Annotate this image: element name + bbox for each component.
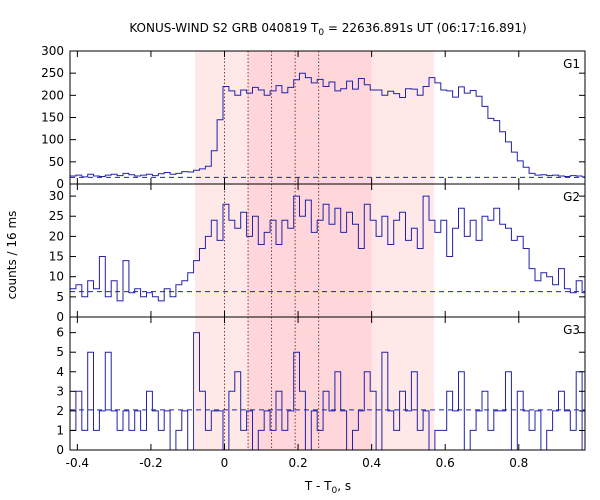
y-tick-label: 50 [49,155,64,169]
y-tick-label: 25 [49,209,64,223]
panel-label-g1: G1 [563,57,580,71]
y-tick-label: 15 [49,250,64,264]
x-tick-label: 0.6 [436,456,455,470]
histogram-series-g3 [70,332,585,451]
y-tick-label: 150 [41,111,64,125]
panels: 0 50 100 150 200 250 300 G1 0 5 10 15 20 25 30 G2 0 1 2 3 4 5… [41,44,586,457]
panel-label-g3: G3 [563,323,580,337]
y-tick-label: 20 [49,229,64,243]
y-tick-label: 0 [56,310,64,324]
panel-frame [69,316,586,451]
interval-markers [224,51,320,450]
histogram-series-g2 [70,195,585,302]
histogram-series-g1 [70,72,585,178]
y-tick-label: 0 [56,177,64,191]
shaded-intervals [195,51,435,450]
y-tick-label: 4 [56,365,64,379]
y-tick-label: 0 [56,443,64,457]
y-tick-label: 5 [56,290,64,304]
plot-frame: -0.4 -0.2 0 0.2 0.4 0.6 0.8 [66,456,529,470]
y-tick-label: 250 [41,66,64,80]
x-tick-label: 0 [221,456,229,470]
x-tick-label: -0.4 [66,456,89,470]
x-tick-label: 0.8 [509,456,528,470]
x-tick-label: -0.2 [139,456,162,470]
y-tick-label: 100 [41,133,64,147]
x-tick-label: 0.4 [362,456,381,470]
x-tick-label: 0.2 [289,456,308,470]
y-tick-label: 200 [41,88,64,102]
y-tick-label: 2 [56,404,64,418]
y-tick-label: 300 [41,44,64,58]
panel-g3: 0 1 2 3 4 5 6 G3 [56,316,586,457]
y-tick-label: 30 [49,189,64,203]
shaded-region-dark [248,51,372,450]
y-tick-label: 5 [56,345,64,359]
y-tick-label: 1 [56,423,64,437]
x-axis-title: T - T0, s [304,479,351,496]
y-axis-title: counts / 16 ms [5,211,19,300]
panel-label-g2: G2 [563,190,580,204]
y-tick-label: 3 [56,384,64,398]
y-tick-label: 6 [56,326,64,340]
chart-title: KONUS-WIND S2 GRB 040819 T0 = 22636.891s… [129,21,526,38]
y-tick-label: 10 [49,270,64,284]
